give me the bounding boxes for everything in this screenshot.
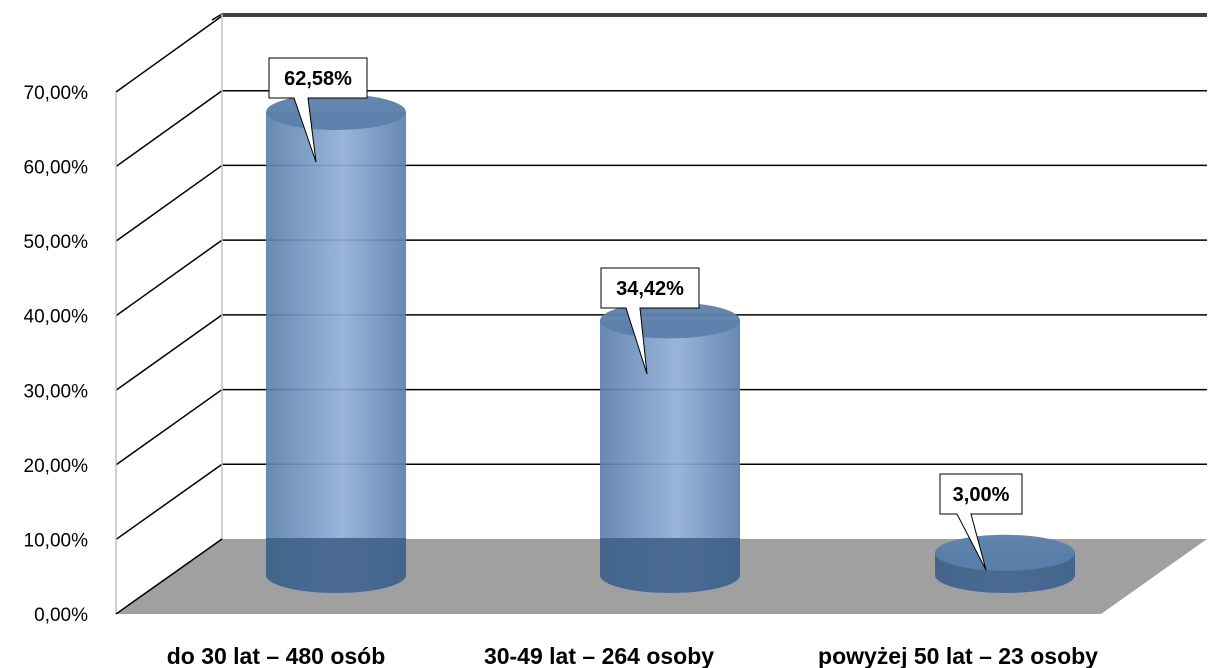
bar bbox=[935, 534, 1075, 593]
gridline-side bbox=[115, 463, 223, 541]
category-label: powyżej 50 lat – 23 osoby bbox=[818, 643, 1098, 668]
y-tick-label: 70,00% bbox=[24, 83, 89, 104]
category-labels: do 30 lat – 480 osób 30-49 lat – 264 osob… bbox=[167, 643, 1098, 668]
data-label-box bbox=[939, 473, 1023, 571]
data-label-box bbox=[600, 267, 700, 375]
gridline-side bbox=[115, 314, 223, 391]
bar bbox=[600, 302, 740, 593]
y-tick-label: 20,00% bbox=[24, 456, 89, 477]
floor-edge bbox=[115, 538, 223, 615]
y-tick-label: 30,00% bbox=[24, 381, 89, 402]
bar-top bbox=[266, 94, 406, 130]
gridline-side bbox=[115, 164, 223, 242]
bar-body bbox=[600, 320, 740, 593]
data-label: 62,58% bbox=[268, 57, 368, 163]
y-tick-label: 60,00% bbox=[24, 158, 89, 179]
bar-body bbox=[266, 112, 406, 593]
data-label-text: 3,00% bbox=[953, 484, 1010, 506]
data-label: 34,42% bbox=[600, 267, 700, 375]
bar-base bbox=[600, 538, 740, 593]
y-tick-label: 0,00% bbox=[34, 605, 88, 626]
bars bbox=[266, 94, 1075, 593]
y-axis: 0,00% 10,00% 20,00% 30,00% 40,00% 50,00% 60,00… bbox=[24, 14, 223, 626]
data-label-box bbox=[268, 57, 368, 163]
bar-top bbox=[935, 534, 1075, 571]
bar bbox=[266, 94, 406, 593]
gridline-side bbox=[115, 239, 223, 317]
gridline-side bbox=[115, 15, 223, 93]
category-label: do 30 lat – 480 osób bbox=[167, 643, 386, 668]
gridline-side bbox=[115, 388, 223, 466]
data-label-text: 34,42% bbox=[616, 278, 684, 300]
gridline-side bbox=[115, 90, 223, 168]
category-label: 30-49 lat – 264 osoby bbox=[484, 643, 714, 668]
y-tick-label: 10,00% bbox=[24, 530, 89, 551]
bar-base bbox=[266, 538, 406, 593]
data-labels: 62,58% 34,42% 3,00% bbox=[268, 57, 1023, 571]
data-label: 3,00% bbox=[939, 473, 1023, 571]
gridline-top-side bbox=[211, 13, 223, 21]
y-tick-label: 40,00% bbox=[24, 307, 89, 328]
y-tick-label: 50,00% bbox=[24, 232, 89, 253]
data-label-text: 62,58% bbox=[284, 68, 352, 90]
